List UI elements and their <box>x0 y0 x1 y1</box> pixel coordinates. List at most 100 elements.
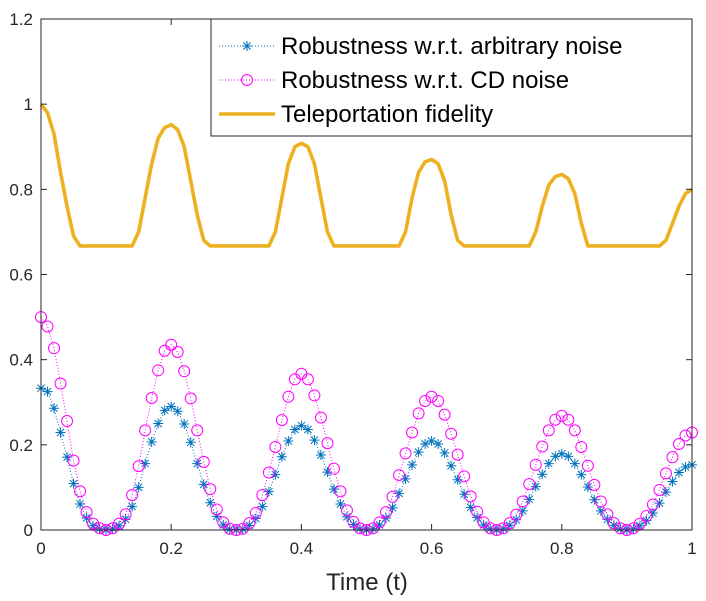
data-point <box>283 436 294 447</box>
series-2 <box>39 103 693 248</box>
data-point <box>647 507 658 518</box>
data-point <box>171 346 184 359</box>
data-point <box>244 520 255 531</box>
y-tick-label: 0.4 <box>9 351 33 370</box>
data-point <box>302 424 313 435</box>
data-point <box>439 447 450 458</box>
data-point <box>54 377 67 390</box>
data-point <box>627 522 640 535</box>
data-point <box>367 522 380 535</box>
data-point <box>93 522 106 535</box>
data-point <box>314 411 327 424</box>
data-point <box>646 498 659 511</box>
data-point <box>673 467 684 478</box>
data-point <box>146 436 157 447</box>
y-tick-label: 0 <box>24 521 33 540</box>
legend-entry-arbitrary: Robustness w.r.t. arbitrary noise <box>219 33 622 60</box>
data-point <box>589 494 600 505</box>
data-point <box>555 409 568 422</box>
data-point <box>61 414 74 427</box>
data-point <box>601 508 614 521</box>
data-point <box>400 473 411 484</box>
data-point <box>249 506 262 519</box>
data-point <box>575 440 588 453</box>
data-point <box>550 451 561 462</box>
data-point <box>178 365 191 378</box>
data-point <box>569 458 580 469</box>
data-point <box>224 524 235 535</box>
data-point <box>433 438 444 449</box>
data-point <box>498 523 509 534</box>
data-point <box>204 483 217 496</box>
data-point <box>562 413 575 426</box>
data-point <box>210 503 223 516</box>
data-point <box>289 424 300 435</box>
data-point <box>353 522 366 535</box>
data-point <box>132 460 145 473</box>
data-point <box>341 511 352 522</box>
data-point <box>634 520 645 531</box>
data-point <box>269 440 282 453</box>
data-point <box>452 474 463 485</box>
legend-symbol-arbitrary <box>219 41 275 51</box>
data-point <box>348 519 359 530</box>
data-point <box>217 516 230 529</box>
legend-label-fidelity: Teleportation fidelity <box>281 101 493 128</box>
data-point <box>322 467 333 478</box>
data-point <box>413 447 424 458</box>
series-line-0 <box>40 387 693 531</box>
data-point <box>549 413 562 426</box>
data-point <box>308 389 321 402</box>
data-point <box>237 524 248 535</box>
data-point <box>159 405 170 416</box>
data-point <box>477 516 490 529</box>
data-point <box>75 499 86 510</box>
data-point <box>464 490 477 503</box>
data-point <box>438 408 451 421</box>
data-point <box>563 451 574 462</box>
data-point <box>640 509 653 522</box>
x-tick-label: 0.8 <box>550 539 574 558</box>
data-point <box>517 505 528 516</box>
data-point <box>542 424 555 437</box>
data-point <box>504 520 515 531</box>
data-point <box>205 497 216 508</box>
data-point <box>74 485 87 498</box>
x-tick-label: 0.2 <box>159 539 183 558</box>
data-point <box>49 403 60 414</box>
ticks-layer: 0 0.2 0.4 0.6 0.8 1 0 0.2 0.4 0.6 0.8 1 1.2 <box>9 10 696 558</box>
data-point <box>119 508 132 521</box>
x-tick-label: 1 <box>687 539 696 558</box>
series-line-fidelity <box>39 103 693 248</box>
data-point <box>679 429 692 442</box>
data-point <box>451 448 464 461</box>
data-point <box>87 517 100 530</box>
data-point <box>48 342 61 355</box>
y-tick-label: 1.2 <box>9 10 33 29</box>
data-point <box>327 462 340 475</box>
data-point <box>516 495 529 508</box>
data-point <box>641 515 652 526</box>
data-point <box>68 478 79 489</box>
data-point <box>446 460 457 471</box>
data-point <box>484 522 497 535</box>
data-point <box>595 505 606 516</box>
data-point <box>407 459 418 470</box>
data-point <box>243 517 256 530</box>
data-point <box>529 458 542 471</box>
data-point <box>192 458 203 469</box>
data-point <box>211 511 222 522</box>
data-point <box>184 392 197 405</box>
data-point <box>275 414 288 427</box>
data-point <box>680 461 691 472</box>
data-point <box>524 494 535 505</box>
data-point <box>42 386 53 397</box>
data-point <box>581 459 594 472</box>
data-point <box>659 467 672 480</box>
data-point <box>393 469 406 482</box>
data-point <box>582 481 593 492</box>
data-point <box>106 522 119 535</box>
data-point <box>126 489 139 502</box>
data-point <box>543 458 554 469</box>
data-point <box>667 476 678 487</box>
